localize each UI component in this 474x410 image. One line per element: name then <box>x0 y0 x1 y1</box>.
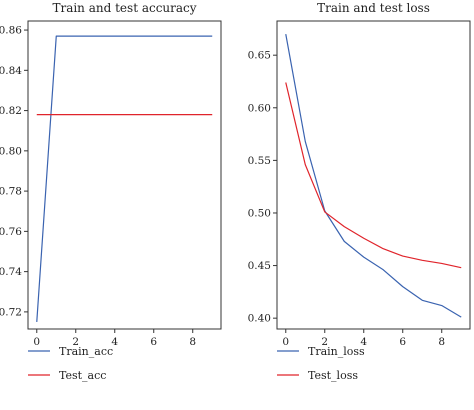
accuracy-chart: Train and test accuracy 0.72 0.74 0.76 0.78 0… <box>0 1 222 382</box>
x-tick-label: 8 <box>189 336 196 348</box>
y-tick-label: 0.40 <box>248 313 271 325</box>
y-tick-label: 0.72 <box>0 306 22 318</box>
y-tick-label: 0.50 <box>248 207 271 219</box>
y-tick-label: 0.82 <box>0 105 22 117</box>
x-tick-label: 2 <box>72 336 79 348</box>
legend-label: Test_loss <box>308 369 358 382</box>
x-tick-label: 4 <box>111 336 118 348</box>
series-line-test-loss <box>285 82 462 269</box>
y-tick-label: 0.74 <box>0 266 22 278</box>
y-tick-label: 0.78 <box>0 186 22 198</box>
plot-frame <box>27 20 222 330</box>
y-tick-label: 0.80 <box>0 145 22 157</box>
series-line-train-loss <box>285 34 462 318</box>
x-tick-label: 6 <box>399 336 406 348</box>
legend-label: Train_loss <box>308 345 365 358</box>
x-tick-label: 0 <box>33 336 40 348</box>
y-tick-label: 0.86 <box>0 25 22 37</box>
y-tick-label: 0.55 <box>248 155 271 167</box>
x-tick-label: 8 <box>438 336 445 348</box>
x-tick-label: 4 <box>360 336 367 348</box>
chart-title: Train and test loss <box>317 1 430 15</box>
x-tick-label: 2 <box>321 336 328 348</box>
series-line-train-acc <box>36 35 213 322</box>
legend-label: Train_acc <box>59 345 113 358</box>
legend-label: Test_acc <box>59 369 106 382</box>
y-tick-label: 0.45 <box>248 260 271 272</box>
x-tick-label: 0 <box>282 336 289 348</box>
y-tick-label: 0.60 <box>248 102 271 114</box>
x-tick-label: 6 <box>150 336 157 348</box>
chart-title: Train and test accuracy <box>52 1 196 15</box>
y-tick-label: 0.76 <box>0 226 22 238</box>
y-tick-label: 0.84 <box>0 65 22 77</box>
loss-chart: Train and test loss 0.40 0.45 0.50 0.55 0.60 0… <box>248 1 471 382</box>
plot-frame <box>276 20 471 330</box>
y-tick-label: 0.65 <box>248 50 271 62</box>
